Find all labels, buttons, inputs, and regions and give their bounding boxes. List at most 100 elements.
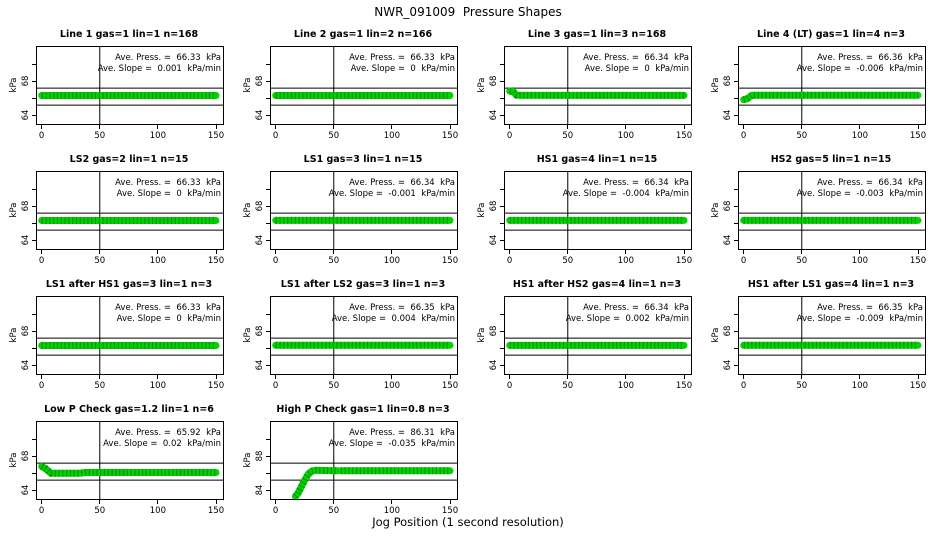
panels-grid: Line 1 gas=1 lin=1 n=168 68 64 kPa 0 50 100 150…	[0, 22, 936, 522]
x-tick-label-50: 50	[796, 256, 808, 266]
x-tick-label-50: 50	[796, 131, 808, 141]
x-tick-label-0: 0	[506, 381, 513, 391]
x-tick-label-150: 150	[909, 256, 927, 266]
y-tick-70	[266, 313, 271, 315]
x-tick-150	[215, 124, 217, 129]
y-tick-label-64: 64	[255, 360, 265, 371]
x-tick-100	[157, 249, 159, 254]
x-tick-label-150: 150	[441, 256, 459, 266]
x-tick-label-50: 50	[94, 506, 106, 516]
y-tick-label-64: 64	[255, 235, 265, 246]
data-series-texture-1	[509, 87, 685, 99]
panel-ls1: LS1 gas=3 lin=1 n=15 68 64 kPa 0 50 100 150 Ave.…	[234, 147, 468, 272]
x-tick-label-150: 150	[909, 381, 927, 391]
panel-title-hs1: HS1 gas=4 lin=1 n=15	[536, 154, 658, 165]
y-tick-66	[266, 222, 271, 224]
panel-line-2: Line 2 gas=1 lin=2 n=166 68 64 kPa 0 50 100 150…	[234, 22, 468, 147]
ave-slope-text: Ave. Slope = 0.004 kPa/min	[331, 313, 455, 324]
x-tick-50	[333, 124, 335, 129]
x-tick-label-50: 50	[562, 131, 574, 141]
x-tick-label-50: 50	[94, 256, 106, 266]
y-axis-unit-label: kPa	[9, 77, 19, 93]
y-tick-label-68: 68	[255, 200, 265, 212]
y-tick-label-64: 64	[489, 235, 499, 246]
x-tick-label-50: 50	[328, 506, 340, 516]
x-tick-100	[391, 499, 393, 504]
y-tick-68	[32, 205, 37, 207]
plot-area-high-p-check: 88 84 kPa 0 50 100 150 Ave. Press. = 86.31 kPa A…	[243, 421, 458, 516]
stats-annotation-line-1: Ave. Press. = 66.33 kPa Ave. Slope = 0.00…	[98, 53, 221, 74]
ave-slope-text: Ave. Slope = 0 kPa/min	[116, 313, 221, 324]
panel-title-ls2: LS2 gas=2 lin=1 n=15	[69, 154, 189, 165]
x-tick-50	[99, 374, 101, 379]
y-tick-66	[32, 222, 37, 224]
y-tick-64	[32, 239, 37, 241]
x-tick-0	[509, 124, 511, 129]
y-tick-70	[500, 63, 505, 65]
y-tick-label-64: 64	[21, 485, 31, 496]
panel-hs1-after-ls1: HS1 after LS1 gas=4 lin=1 n=3 68 64 kPa 0 50 1…	[702, 272, 936, 397]
plot-canvas	[271, 297, 457, 374]
stats-annotation-ls1-after-ls2: Ave. Press. = 66.35 kPa Ave. Slope = 0.00…	[332, 303, 455, 324]
y-tick-64	[32, 489, 37, 491]
y-tick-label-64: 64	[21, 235, 31, 246]
y-tick-70	[500, 188, 505, 190]
x-tick-100	[391, 374, 393, 379]
panel-hs1: HS1 gas=4 lin=1 n=15 68 64 kPa 0 50 100 150 Ave.…	[468, 147, 702, 272]
x-tick-label-100: 100	[383, 131, 401, 141]
ave-press-text: Ave. Press. = 66.33 kPa	[115, 53, 221, 63]
plot-canvas	[505, 47, 691, 124]
x-tick-label-50: 50	[328, 381, 340, 391]
ave-slope-text: Ave. Slope = 0 kPa/min	[350, 63, 455, 74]
panel-line-3: Line 3 gas=1 lin=3 n=168 68 64 kPa 0 50 100 150…	[468, 22, 702, 147]
x-tick-0	[743, 374, 745, 379]
x-tick-0	[743, 124, 745, 129]
y-tick-68	[500, 80, 505, 82]
x-tick-50	[801, 124, 803, 129]
stats-annotation-hs1: Ave. Press. = 66.34 kPa Ave. Slope = -0.0…	[563, 178, 689, 199]
x-tick-50	[333, 249, 335, 254]
x-tick-0	[41, 374, 43, 379]
y-tick-90	[266, 438, 271, 440]
plot-canvas	[505, 297, 691, 374]
y-axis-unit-label: kPa	[711, 327, 721, 343]
x-tick-100	[859, 249, 861, 254]
y-tick-68	[734, 80, 739, 82]
x-tick-50	[801, 374, 803, 379]
x-tick-label-50: 50	[94, 131, 106, 141]
plot-area-line-3: 68 64 kPa 0 50 100 150 Ave. Press. = 66.34 kPa A…	[477, 46, 692, 141]
x-tick-150	[683, 124, 685, 129]
y-axis-unit-label: kPa	[711, 77, 721, 93]
y-tick-66	[500, 222, 505, 224]
x-tick-100	[391, 124, 393, 129]
x-tick-150	[215, 249, 217, 254]
x-tick-label-0: 0	[272, 131, 279, 141]
ave-press-text: Ave. Press. = 86.31 kPa	[349, 428, 455, 438]
y-axis-unit-label: kPa	[9, 202, 19, 218]
y-axis-unit-label: kPa	[9, 452, 19, 468]
plot-area-line-2: 68 64 kPa 0 50 100 150 Ave. Press. = 66.33 kPa A…	[243, 46, 458, 141]
panel-hs2: HS2 gas=5 lin=1 n=15 68 64 kPa 0 50 100 150 Ave.…	[702, 147, 936, 272]
ave-press-text: Ave. Press. = 66.33 kPa	[349, 53, 455, 63]
ave-slope-text: Ave. Slope = -0.035 kPa/min	[328, 438, 455, 449]
panel-title-high-p-check: High P Check gas=1 lin=0.8 n=3	[276, 404, 450, 415]
ave-slope-text: Ave. Slope = 0 kPa/min	[584, 63, 689, 74]
x-tick-label-50: 50	[562, 381, 574, 391]
stats-annotation-hs1-after-ls1: Ave. Press. = 66.35 kPa Ave. Slope = -0.0…	[797, 303, 923, 324]
x-tick-label-100: 100	[617, 256, 635, 266]
stats-annotation-line-3: Ave. Press. = 66.34 kPa Ave. Slope = 0 kP…	[583, 53, 689, 74]
panel-title-ls1-after-hs1: LS1 after HS1 gas=3 lin=1 n=3	[45, 279, 213, 290]
x-tick-label-100: 100	[383, 506, 401, 516]
y-axis-unit-label: kPa	[9, 327, 19, 343]
y-tick-label-64: 64	[489, 110, 499, 121]
y-tick-70	[32, 188, 37, 190]
stats-annotation-ls1-after-hs1: Ave. Press. = 66.33 kPa Ave. Slope = 0 kP…	[115, 303, 221, 324]
ave-press-text: Ave. Press. = 65.92 kPa	[115, 428, 221, 438]
x-tick-50	[99, 249, 101, 254]
ave-slope-text: Ave. Slope = 0.002 kPa/min	[565, 313, 689, 324]
panel-row-2: LS2 gas=2 lin=1 n=15 68 64 kPa 0 50 100 150 Ave.…	[0, 147, 936, 272]
y-tick-66	[500, 97, 505, 99]
plot-canvas	[739, 297, 925, 374]
x-tick-label-50: 50	[328, 256, 340, 266]
x-tick-label-150: 150	[675, 381, 693, 391]
